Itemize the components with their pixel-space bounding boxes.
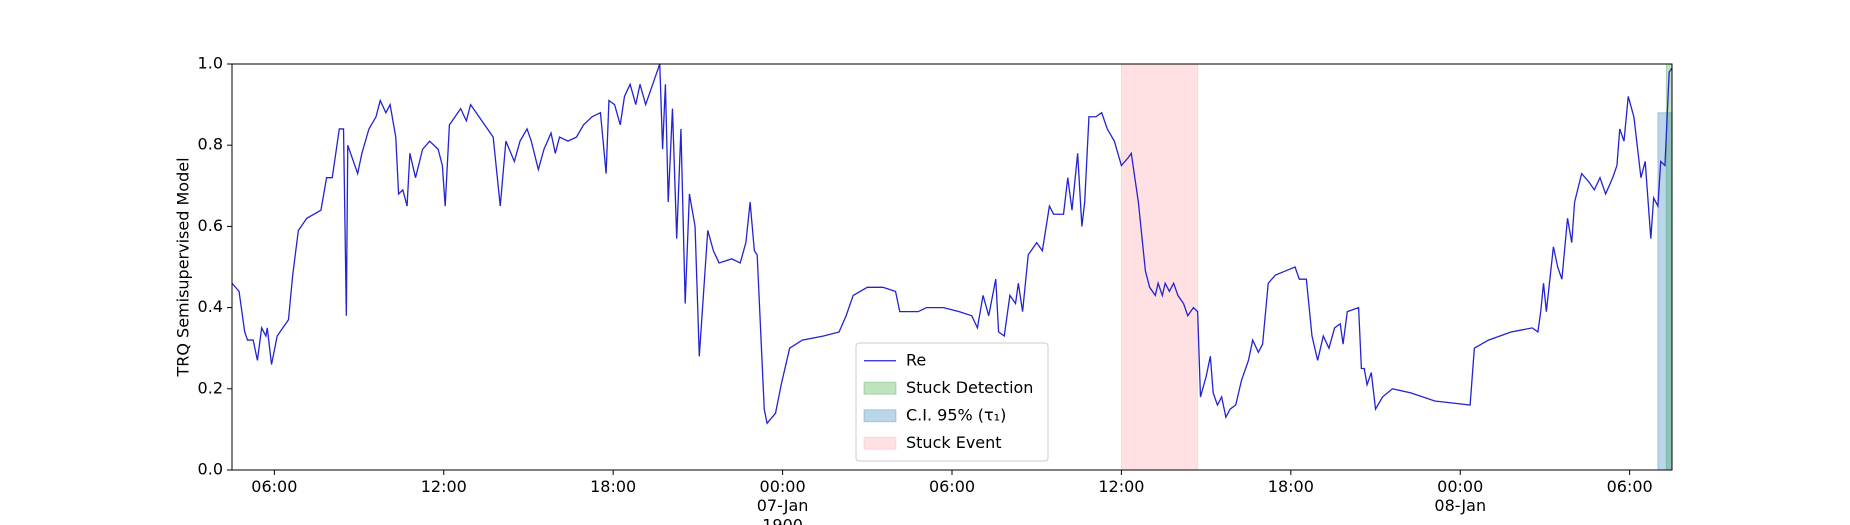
y-tick-label: 0.0 <box>198 460 223 479</box>
line-series <box>231 63 1673 425</box>
legend-label: Re <box>906 350 926 369</box>
x-tick-label: 18:00 <box>590 477 636 496</box>
x-tick-label: 18:00 <box>1268 477 1314 496</box>
legend-patch <box>863 409 897 423</box>
y-tick-label: 0.8 <box>198 135 223 154</box>
x-tick-label: 00:00 08-Jan <box>1434 477 1486 515</box>
x-tick-label: 00:00 07-Jan 1900 <box>757 477 809 525</box>
y-tick-label: 0.4 <box>198 297 223 316</box>
legend-label: Stuck Detection <box>906 378 1033 397</box>
legend-label: C.I. 95% (τ₁) <box>906 405 1006 424</box>
y-tick-label: 1.0 <box>198 54 223 73</box>
x-tick-label: 12:00 <box>1098 477 1144 496</box>
y-axis-label: TRQ Semisupervised Model <box>174 157 193 377</box>
x-tick-label: 12:00 <box>421 477 467 496</box>
span <box>1120 63 1199 471</box>
y-tick-label: 0.2 <box>198 378 223 397</box>
legend-label: Stuck Event <box>906 433 1002 452</box>
x-tick-label: 06:00 <box>929 477 975 496</box>
x-tick-label: 06:00 <box>251 477 297 496</box>
legend-patch <box>863 381 897 395</box>
y-tick-label: 0.6 <box>198 216 223 235</box>
legend: Re Stuck Detection C.I. 95% (τ₁) Stuck Even… <box>855 342 1049 462</box>
x-tick-label: 06:00 <box>1607 477 1653 496</box>
legend-patch <box>863 436 897 450</box>
legend-box <box>855 342 1049 462</box>
